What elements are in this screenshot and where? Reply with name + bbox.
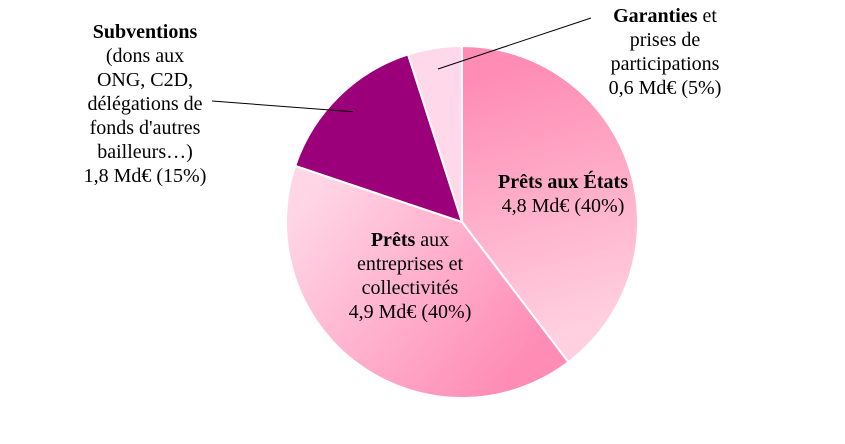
- slice-value-label: 1,8 Md€ (15%): [83, 165, 207, 187]
- slice-label-prets-entreprises: Prêts aux entreprises et collectivités 4,9…: [300, 228, 520, 324]
- leader-line-garanties: [437, 17, 592, 70]
- slice-prets-etats: [461, 44, 639, 364]
- slice-name-bold: Prêts aux États: [498, 171, 628, 193]
- slice-name-rest: et prises de participations: [610, 5, 720, 75]
- slice-name-rest: aux entreprises et collectivités: [356, 229, 464, 299]
- slice-garanties: [406, 44, 463, 223]
- slice-label-garanties: Garanties et prises de participations 0,6 …: [570, 4, 760, 100]
- slice-name-bold: Garanties: [613, 5, 698, 27]
- slice-name-bold: Prêts: [370, 229, 416, 251]
- slice-label-subventions: Subventions (dons aux ONG, C2D, délégation…: [40, 20, 250, 188]
- slice-subventions: [293, 53, 464, 224]
- leader-line-subventions: [211, 100, 354, 113]
- slice-value-label: 4,9 Md€ (40%): [348, 301, 472, 323]
- slice-value-label: 0,6 Md€ (5%): [608, 77, 722, 99]
- slice-name-bold: Subventions: [92, 21, 198, 43]
- slice-label-prets-etats: Prêts aux États 4,8 Md€ (40%): [468, 170, 658, 218]
- slice-value-label: 4,8 Md€ (40%): [501, 195, 625, 217]
- slice-prets-entreprises: [285, 164, 570, 399]
- slice-name-rest: (dons aux ONG, C2D, délégations de fonds d'…: [87, 45, 203, 163]
